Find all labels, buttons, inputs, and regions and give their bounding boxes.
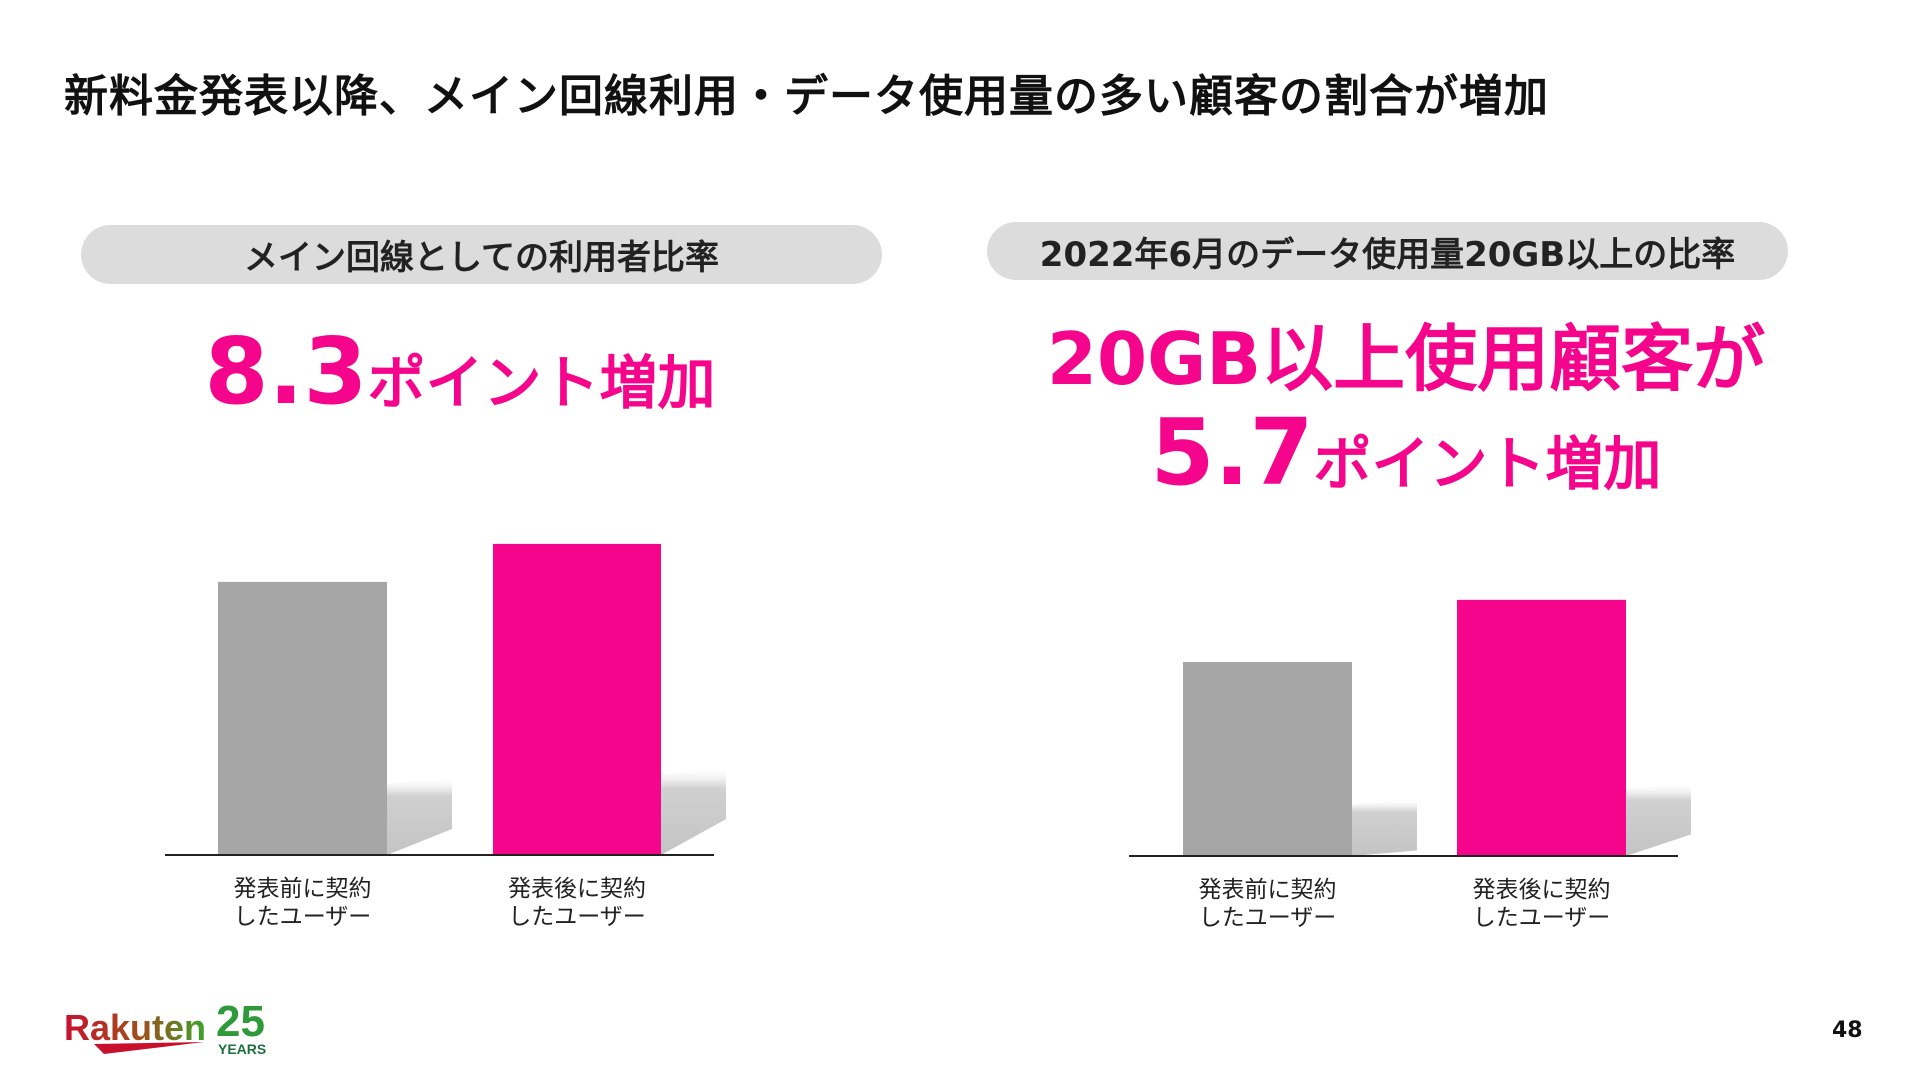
x-tick-label: 発表後に契約 したユーザー <box>1432 876 1652 932</box>
page-number: 48 <box>1832 1018 1863 1043</box>
headline-value: 5.7 <box>1150 399 1314 506</box>
bar-shadow <box>661 766 726 855</box>
x-tick-label-line: したユーザー <box>1198 905 1337 931</box>
rakuten-25-years-logo: Rakuten 25 YEARS <box>64 997 284 1062</box>
chart-title-text: メイン回線としての利用者比率 <box>244 238 719 278</box>
x-tick-label-line: 発表後に契約 <box>508 876 646 902</box>
bar-shadow <box>1626 781 1691 856</box>
headline-main-line: 8.3ポイント増加 <box>160 318 760 425</box>
x-tick-label-line: 発表後に契約 <box>1472 877 1611 903</box>
svg-text:Rakuten: Rakuten <box>64 1007 206 1048</box>
x-tick-label: 発表前に契約 したユーザー <box>1158 876 1378 932</box>
headline-suffix: ポイント増加 <box>1313 430 1662 498</box>
bar-shadow <box>387 775 452 855</box>
bar-after <box>493 543 661 855</box>
bar-before <box>1183 661 1352 856</box>
headline-value: 8.3 <box>204 318 368 425</box>
svg-text:25: 25 <box>216 998 265 1046</box>
x-tick-label-line: 発表前に契約 <box>233 876 372 902</box>
chart-title-text: 2022年6月のデータ使用量20GB以上の比率 <box>1039 234 1736 275</box>
page-title: 新料金発表以降、メイン回線利用・データ使用量の多い顧客の割合が増加 <box>64 71 1549 122</box>
chart-title-data-usage: 2022年6月のデータ使用量20GB以上の比率 <box>987 222 1788 280</box>
headline-data-usage: 20GB以上使用顧客が 5.7ポイント増加 <box>1006 300 1806 506</box>
x-tick-label-line: したユーザー <box>233 904 372 930</box>
chart-title-main-line: メイン回線としての利用者比率 <box>81 225 882 284</box>
x-tick-label: 発表後に契約 したユーザー <box>467 875 687 931</box>
x-tick-label-line: したユーザー <box>508 904 646 930</box>
headline-line1: 20GB以上使用顧客が <box>1046 317 1766 401</box>
bar-before <box>218 581 387 855</box>
x-tick-label-line: 発表前に契約 <box>1198 877 1337 903</box>
bar-shadow <box>1352 797 1417 856</box>
x-tick-label-line: したユーザー <box>1472 905 1611 931</box>
x-tick-label: 発表前に契約 したユーザー <box>193 875 413 931</box>
bar-after <box>1457 599 1626 856</box>
svg-text:YEARS: YEARS <box>218 1041 266 1057</box>
headline-suffix: ポイント増加 <box>367 349 716 417</box>
